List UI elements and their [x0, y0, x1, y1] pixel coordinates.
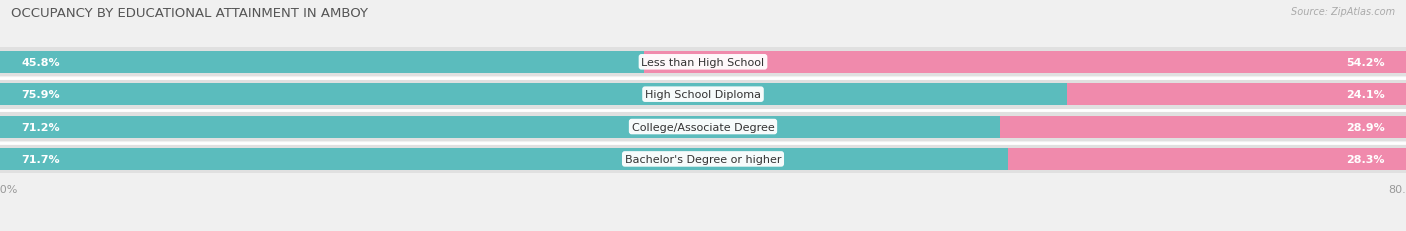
- Text: Source: ZipAtlas.com: Source: ZipAtlas.com: [1291, 7, 1395, 17]
- Text: 75.9%: 75.9%: [21, 90, 59, 100]
- Bar: [1000, 116, 1406, 138]
- Text: OCCUPANCY BY EDUCATIONAL ATTAINMENT IN AMBOY: OCCUPANCY BY EDUCATIONAL ATTAINMENT IN A…: [11, 7, 368, 20]
- Text: Bachelor's Degree or higher: Bachelor's Degree or higher: [624, 154, 782, 164]
- Text: 71.7%: 71.7%: [21, 154, 59, 164]
- Bar: [1067, 84, 1406, 106]
- Bar: [644, 52, 1406, 73]
- Bar: [0, 48, 1406, 77]
- Text: 24.1%: 24.1%: [1346, 90, 1385, 100]
- Bar: [0, 112, 1406, 142]
- Bar: [0, 145, 1406, 174]
- Text: Less than High School: Less than High School: [641, 58, 765, 67]
- Bar: [0, 80, 1406, 109]
- Text: 28.9%: 28.9%: [1346, 122, 1385, 132]
- Text: 71.2%: 71.2%: [21, 122, 59, 132]
- Bar: [0, 52, 644, 73]
- Text: 45.8%: 45.8%: [21, 58, 59, 67]
- Text: 28.3%: 28.3%: [1347, 154, 1385, 164]
- Bar: [0, 116, 1001, 138]
- Text: 54.2%: 54.2%: [1347, 58, 1385, 67]
- Bar: [1008, 148, 1406, 170]
- Bar: [0, 84, 1067, 106]
- Text: College/Associate Degree: College/Associate Degree: [631, 122, 775, 132]
- Bar: [0, 148, 1008, 170]
- Text: High School Diploma: High School Diploma: [645, 90, 761, 100]
